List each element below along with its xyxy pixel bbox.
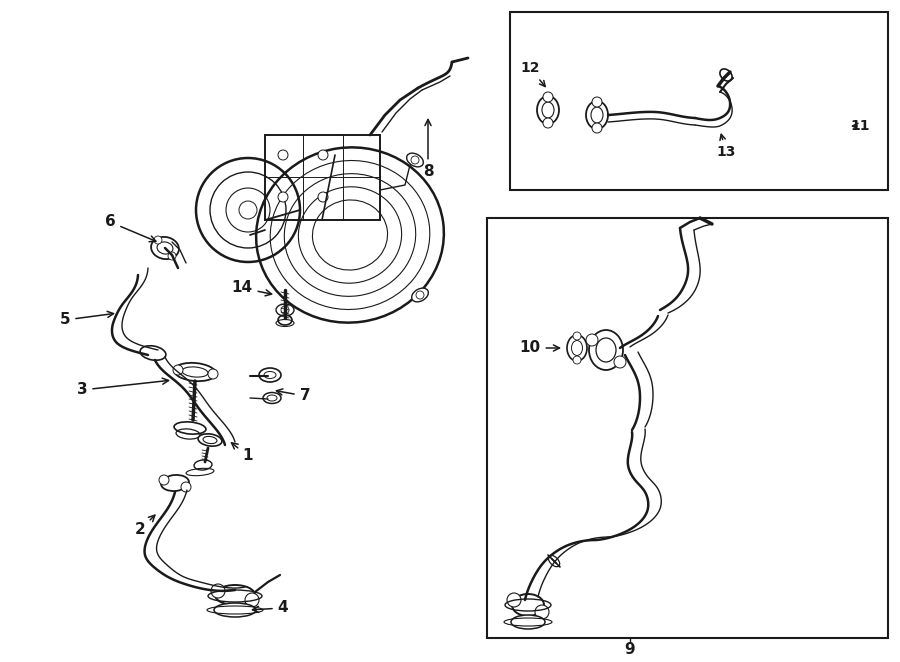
Circle shape: [159, 475, 169, 485]
Circle shape: [573, 356, 581, 364]
Circle shape: [411, 156, 419, 164]
Ellipse shape: [214, 603, 256, 617]
Circle shape: [154, 236, 162, 244]
Ellipse shape: [407, 153, 423, 167]
Ellipse shape: [278, 315, 292, 325]
Ellipse shape: [589, 330, 623, 370]
Text: 6: 6: [104, 214, 156, 242]
Circle shape: [211, 584, 225, 598]
Ellipse shape: [567, 335, 587, 361]
Text: 9: 9: [625, 643, 635, 657]
Text: 3: 3: [76, 378, 168, 397]
Text: 10: 10: [519, 340, 560, 355]
Circle shape: [168, 252, 176, 260]
Circle shape: [278, 192, 288, 202]
Circle shape: [245, 593, 259, 607]
Ellipse shape: [586, 101, 608, 129]
Text: 7: 7: [276, 389, 310, 404]
Ellipse shape: [215, 585, 255, 605]
Ellipse shape: [511, 615, 545, 629]
Ellipse shape: [194, 460, 212, 470]
Circle shape: [278, 150, 288, 160]
Bar: [265, 135, 380, 220]
Circle shape: [318, 150, 328, 160]
Text: 12: 12: [520, 61, 545, 87]
Text: 2: 2: [135, 515, 155, 538]
Circle shape: [318, 192, 328, 202]
Circle shape: [573, 332, 581, 340]
Bar: [510, 12, 888, 190]
Circle shape: [543, 118, 553, 128]
Ellipse shape: [198, 434, 222, 446]
Bar: [487, 218, 888, 638]
Ellipse shape: [548, 555, 560, 567]
Ellipse shape: [720, 69, 732, 81]
Text: 5: 5: [59, 311, 113, 328]
Text: 13: 13: [716, 134, 735, 159]
Circle shape: [592, 123, 602, 133]
Circle shape: [281, 306, 289, 314]
Circle shape: [614, 356, 626, 368]
Ellipse shape: [276, 304, 294, 316]
Circle shape: [507, 593, 521, 607]
Text: 11: 11: [850, 119, 869, 133]
Text: 1: 1: [231, 443, 253, 463]
Circle shape: [592, 97, 602, 107]
Text: 8: 8: [423, 119, 433, 179]
Ellipse shape: [512, 594, 544, 616]
Text: 14: 14: [231, 281, 272, 296]
Circle shape: [173, 365, 183, 375]
Circle shape: [543, 92, 553, 102]
Ellipse shape: [411, 288, 428, 302]
Text: 4: 4: [253, 600, 288, 616]
Circle shape: [208, 369, 218, 379]
Circle shape: [181, 482, 191, 492]
Circle shape: [535, 605, 549, 619]
Circle shape: [416, 291, 424, 299]
Circle shape: [586, 334, 598, 346]
